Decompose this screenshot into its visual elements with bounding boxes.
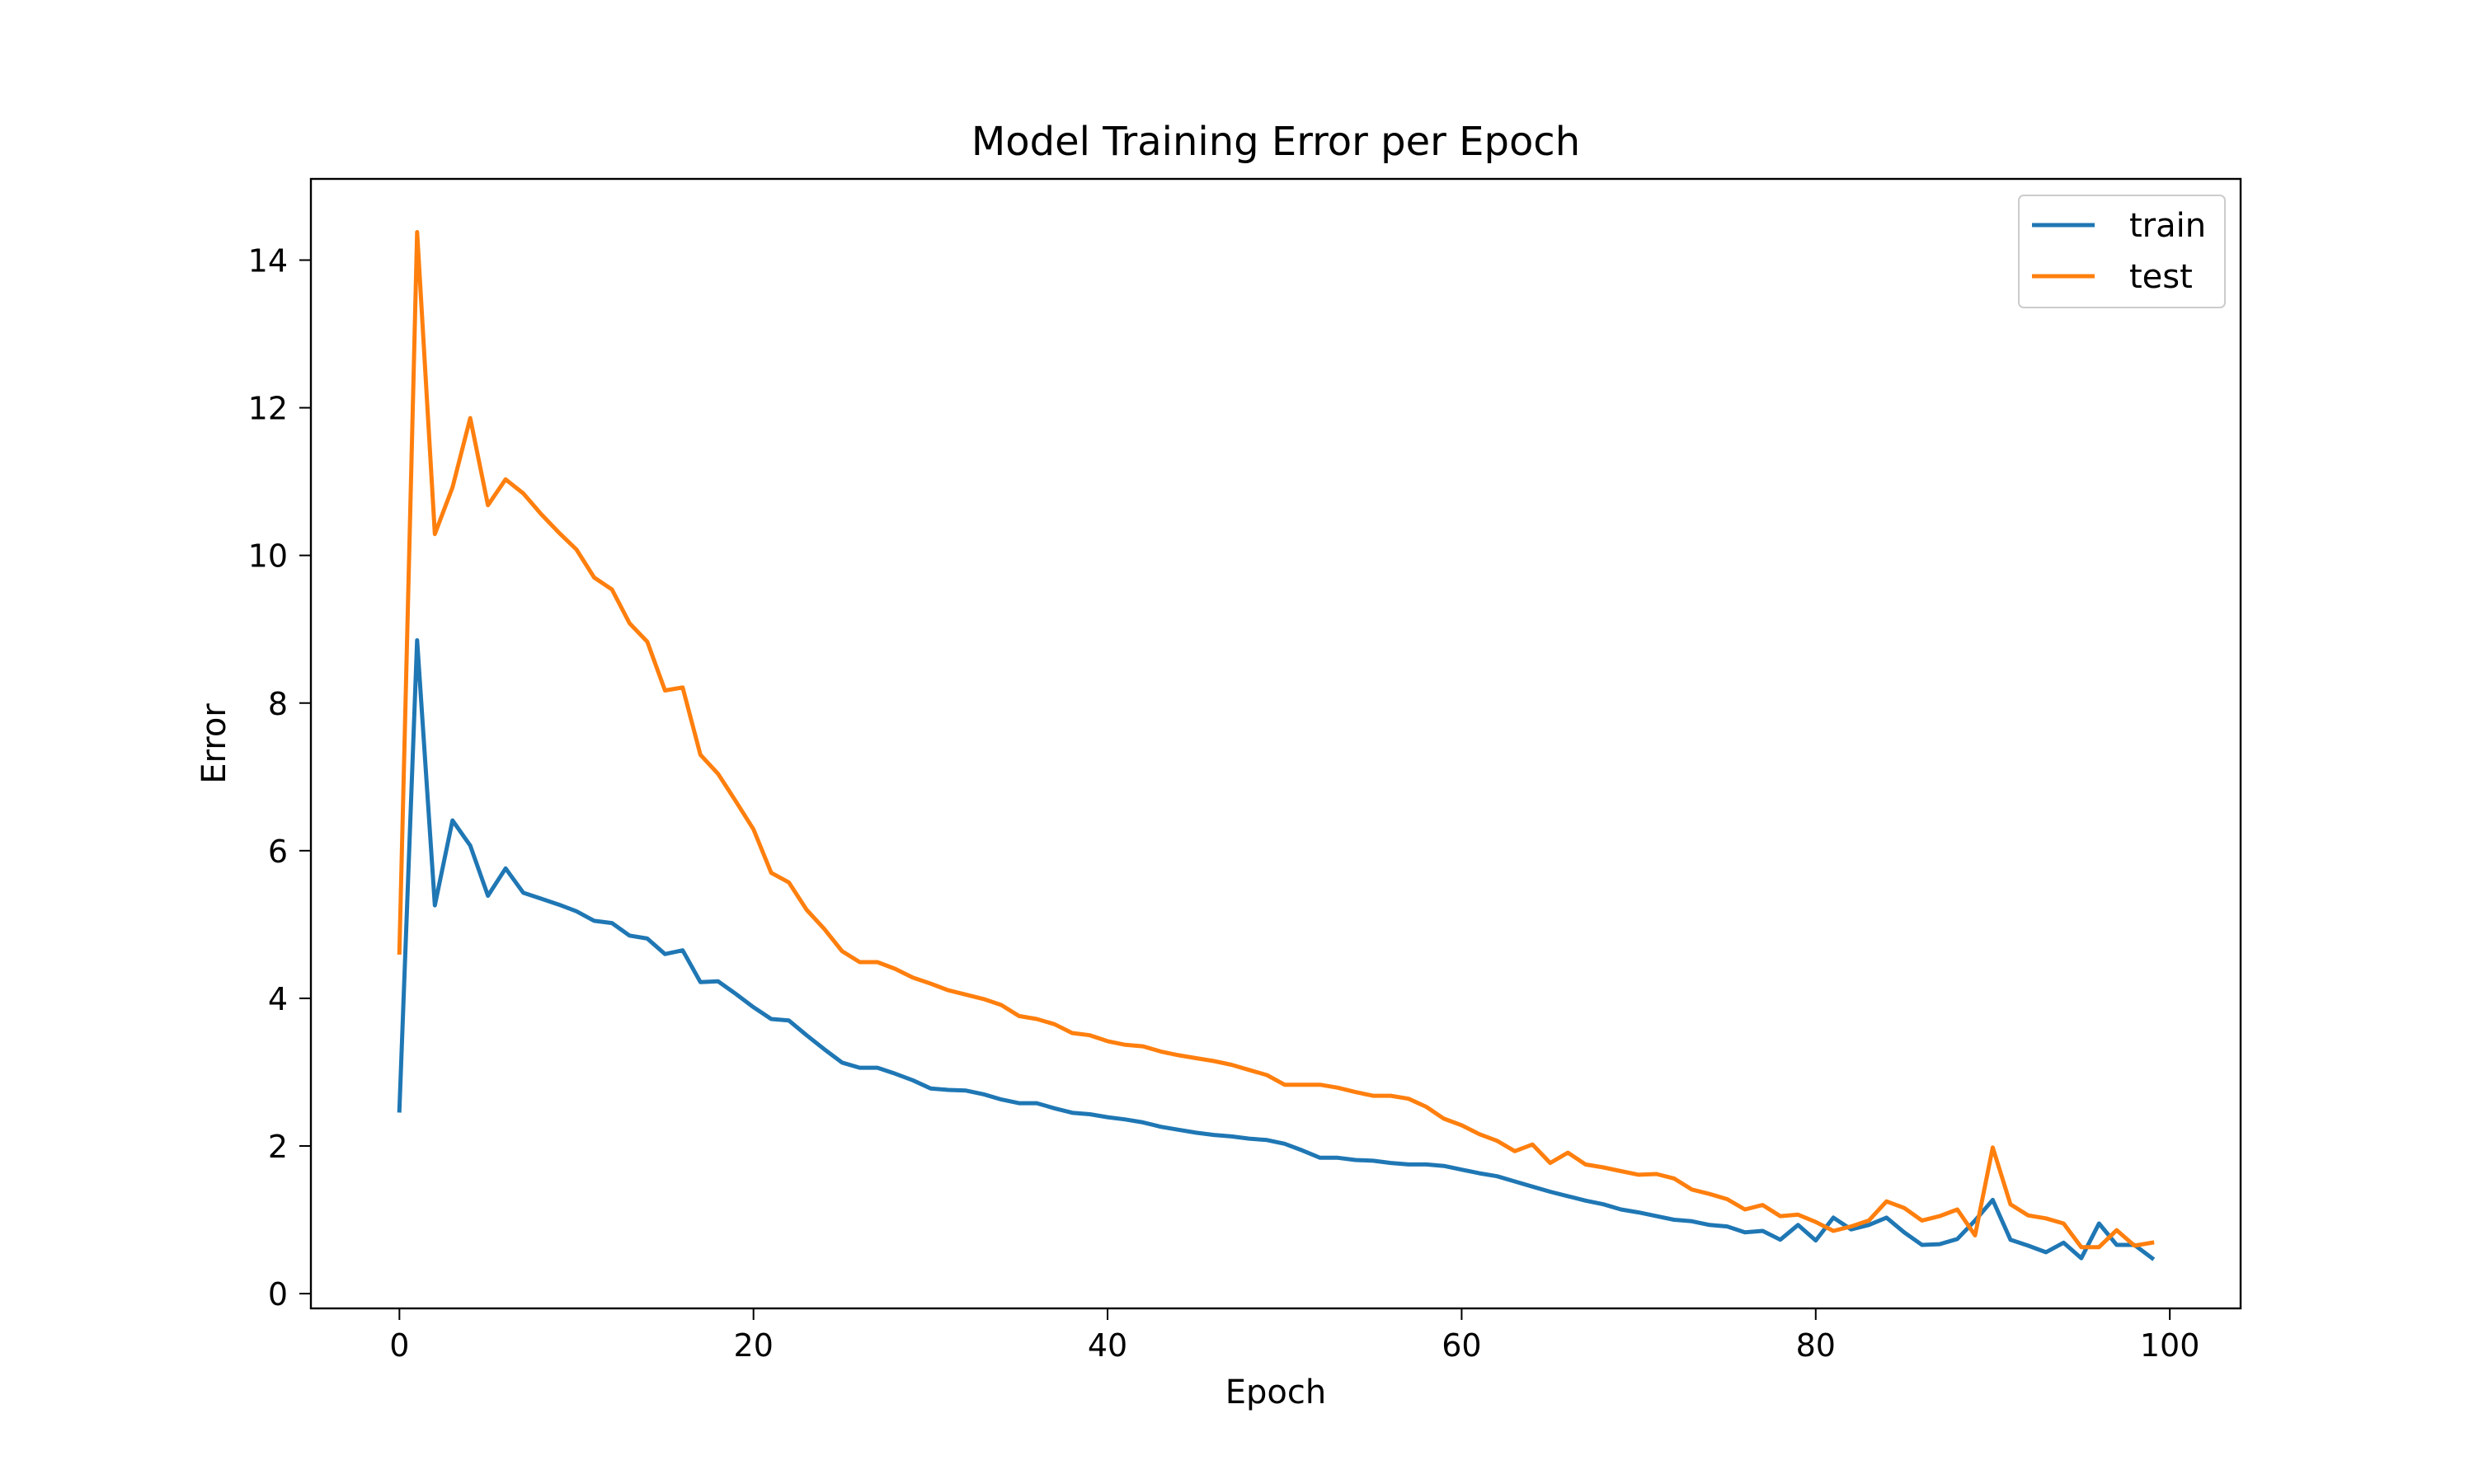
series-line-test <box>397 230 2155 1250</box>
y-tick-label: 14 <box>248 242 288 279</box>
legend: train test <box>2018 195 2226 308</box>
legend-label-train: train <box>2129 207 2206 245</box>
axis-ticks: 0 20 40 60 80 100 0 2 4 6 8 10 12 14 <box>248 242 2200 1364</box>
y-tick-label: 0 <box>268 1276 288 1313</box>
plot-area <box>397 230 2156 1261</box>
x-tick-label: 60 <box>1442 1327 1481 1364</box>
x-tick-label: 40 <box>1088 1327 1127 1364</box>
x-tick-label: 20 <box>734 1327 774 1364</box>
y-tick-label: 10 <box>248 538 288 575</box>
y-axis-label: Error <box>195 703 233 784</box>
x-axis-label: Epoch <box>1225 1374 1326 1411</box>
y-tick-label: 12 <box>248 391 288 427</box>
legend-label-test: test <box>2129 258 2193 296</box>
x-tick-label: 100 <box>2140 1327 2200 1364</box>
series-line-train <box>397 638 2156 1261</box>
x-tick-label: 80 <box>1796 1327 1836 1364</box>
y-tick-label: 2 <box>268 1129 288 1165</box>
y-tick-label: 4 <box>268 981 288 1017</box>
y-tick-label: 8 <box>268 686 288 722</box>
axes-frame <box>309 177 2242 1310</box>
x-tick-label: 0 <box>389 1327 409 1364</box>
chart-title: Model Training Error per Epoch <box>971 119 1580 165</box>
y-tick-label: 6 <box>268 834 288 870</box>
